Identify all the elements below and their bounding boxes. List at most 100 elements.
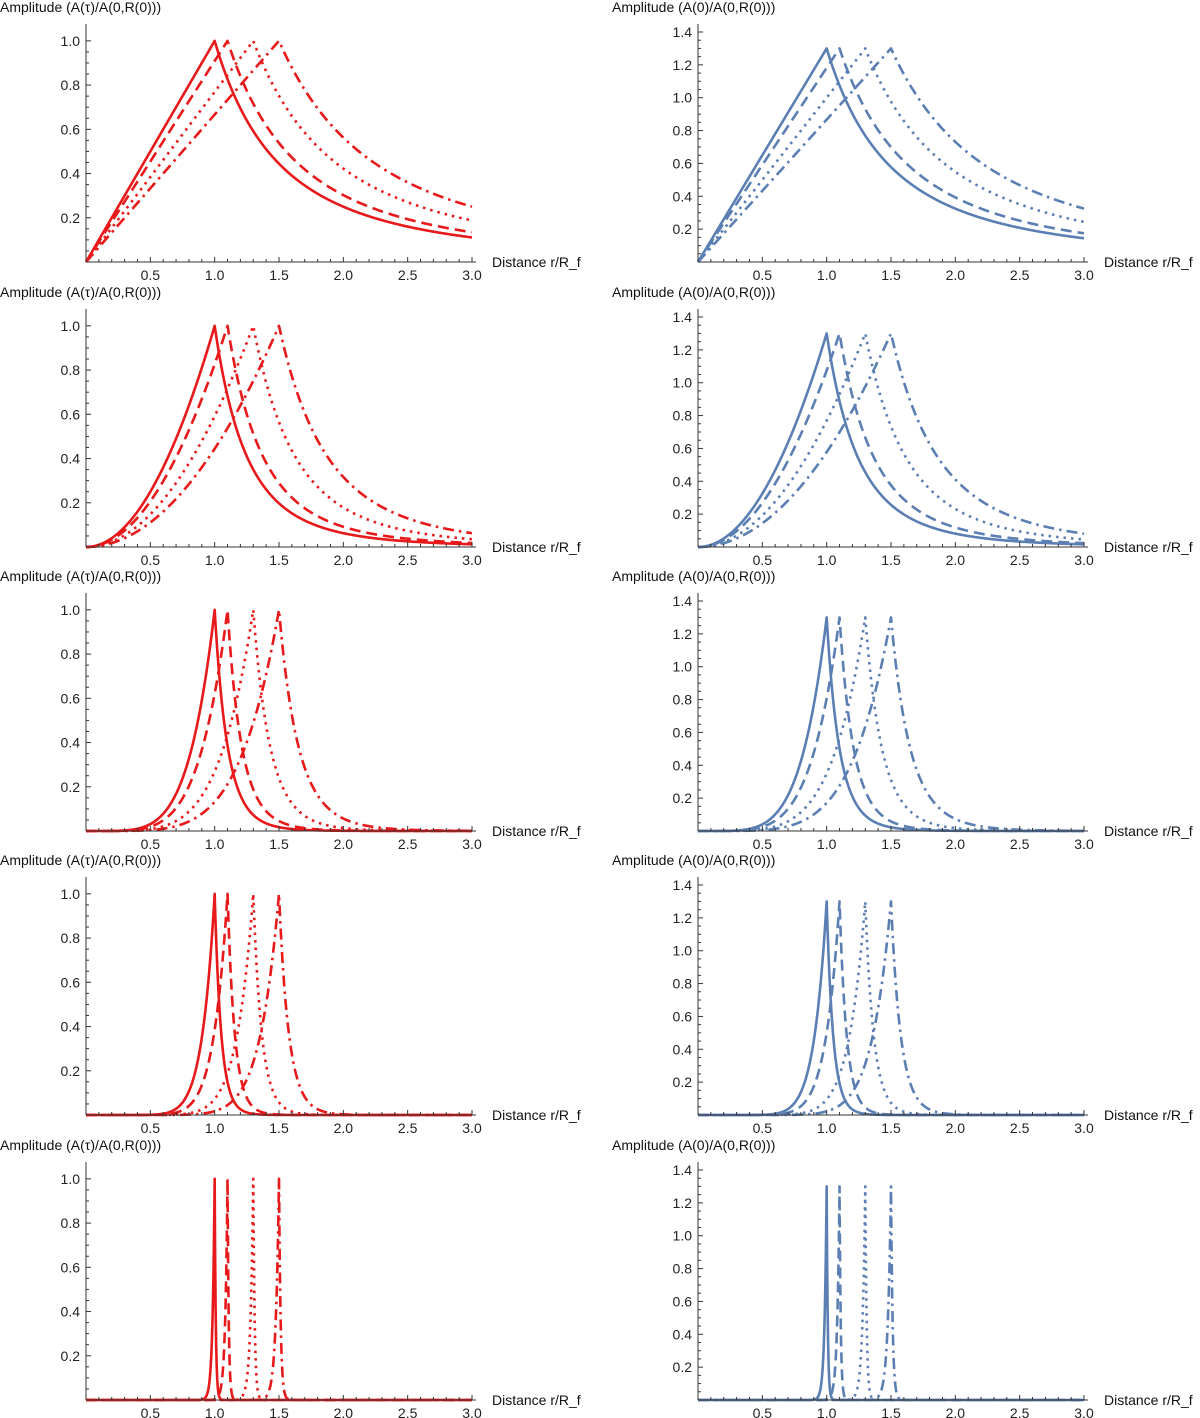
y-tick-label: 0.4: [673, 1326, 693, 1342]
series-line-dashdot: [85, 892, 473, 1117]
y-tick-label: 0.8: [61, 646, 81, 662]
y-tick-label: 1.4: [673, 877, 693, 893]
x-tick-label: 1.0: [817, 1120, 837, 1136]
x-tick-label: 1.0: [205, 552, 225, 568]
chart-panel-7: 0.5 1.0 1.5 2.0 2.5 3.0 0.2 0.4 0.6 0.8 1.0 Amplitu…: [0, 852, 581, 1136]
x-tick-label: 1.5: [881, 1120, 901, 1136]
series-group: [697, 616, 1085, 833]
y-tick-label: 1.4: [673, 309, 693, 325]
y-tick-label: 0.4: [673, 1041, 693, 1057]
y-tick-label: 0.6: [673, 1008, 693, 1024]
y-tick-label: 0.8: [673, 1261, 693, 1277]
series-line-dashed: [85, 324, 473, 549]
y-tick-label: 0.6: [673, 155, 693, 171]
x-tick-label: 0.5: [753, 1405, 773, 1418]
chart-panel-1: 0.5 1.0 1.5 2.0 2.5 3.0 0.2 0.4 0.6 0.8 1.0 Amplitu…: [0, 0, 581, 283]
x-axis-label: Distance r/R_f: [492, 1392, 581, 1408]
x-tick-label: 2.5: [398, 1405, 418, 1418]
series-line-solid: [697, 616, 1085, 833]
x-tick-label: 2.0: [946, 267, 966, 283]
series-group: [85, 892, 473, 1117]
series-line-dotted: [84, 39, 473, 263]
x-axis-label: Distance r/R_f: [492, 254, 581, 270]
series-line-dashed: [697, 900, 1085, 1117]
series-group: [85, 324, 473, 549]
y-axis-label: Amplitude (A(τ)/A(0,R(0))): [0, 284, 161, 300]
y-tick-label: 0.4: [61, 1019, 81, 1035]
y-tick-label: 0.4: [61, 451, 81, 467]
x-tick-label: 0.5: [753, 836, 773, 852]
y-axis-label: Amplitude (A(0)/A(0,R(0))): [612, 852, 775, 868]
y-tick-label: 1.0: [61, 33, 81, 49]
x-axis-label: Distance r/R_f: [1104, 539, 1193, 555]
series-line-dashdot: [85, 324, 473, 549]
chart-panel-3: 0.5 1.0 1.5 2.0 2.5 3.0 0.2 0.4 0.6 0.8 1.0 Amplitu…: [0, 284, 581, 568]
y-tick-label: 0.2: [61, 779, 81, 795]
series-group: [696, 47, 1085, 263]
x-tick-label: 2.0: [334, 267, 354, 283]
series-line-dashed: [84, 39, 473, 263]
x-tick-label: 2.5: [398, 552, 418, 568]
y-tick-label: 1.2: [673, 57, 693, 73]
y-tick-label: 0.4: [61, 1304, 81, 1320]
series-line-dotted: [697, 616, 1085, 833]
series-line-dashed: [696, 47, 1085, 263]
y-tick-label: 0.6: [673, 1293, 693, 1309]
y-tick-label: 1.2: [673, 1195, 693, 1211]
series-line-solid: [85, 892, 473, 1117]
x-tick-label: 3.0: [462, 1405, 482, 1418]
series-line-dotted: [697, 900, 1085, 1117]
y-axis-label: Amplitude (A(τ)/A(0,R(0))): [0, 852, 161, 868]
x-tick-label: 3.0: [1074, 1120, 1094, 1136]
y-tick-label: 1.2: [673, 626, 693, 642]
y-tick-label: 1.0: [61, 886, 81, 902]
series-line-dotted: [85, 892, 473, 1117]
y-tick-label: 1.0: [673, 375, 693, 391]
y-tick-label: 0.8: [61, 930, 81, 946]
x-tick-label: 1.0: [205, 1405, 225, 1418]
x-tick-label: 3.0: [1074, 267, 1094, 283]
x-tick-label: 0.5: [753, 552, 773, 568]
x-tick-label: 0.5: [141, 1120, 161, 1136]
x-tick-label: 1.0: [817, 1405, 837, 1418]
series-line-dashdot: [85, 1177, 473, 1402]
x-tick-label: 1.5: [881, 1405, 901, 1418]
series-line-dashed: [697, 332, 1085, 549]
y-tick-label: 0.2: [673, 1359, 693, 1375]
x-tick-label: 1.5: [881, 552, 901, 568]
series-group: [697, 900, 1085, 1117]
chart-panel-4: 0.5 1.0 1.5 2.0 2.5 3.0 0.2 0.4 0.6 0.8 1.0 1.2 1.4 A…: [612, 284, 1193, 568]
y-tick-label: 0.4: [61, 735, 81, 751]
x-axis-label: Distance r/R_f: [492, 1107, 581, 1123]
series-line-dashed: [85, 892, 473, 1117]
y-tick-label: 0.6: [61, 690, 81, 706]
series-line-solid: [84, 39, 473, 263]
x-tick-label: 2.5: [1010, 1120, 1030, 1136]
series-line-dashdot: [697, 616, 1085, 833]
series-group: [697, 1185, 1085, 1402]
y-tick-label: 0.8: [61, 1215, 81, 1231]
y-tick-label: 0.8: [61, 362, 81, 378]
y-tick-label: 1.2: [673, 342, 693, 358]
x-tick-label: 1.0: [817, 836, 837, 852]
x-tick-label: 2.5: [398, 1120, 418, 1136]
y-axis-label: Amplitude (A(0)/A(0,R(0))): [612, 0, 775, 15]
chart-panel-5: 0.5 1.0 1.5 2.0 2.5 3.0 0.2 0.4 0.6 0.8 1.0 Amplitu…: [0, 568, 581, 852]
series-line-solid: [85, 608, 473, 833]
series-line-solid: [697, 900, 1085, 1117]
x-tick-label: 1.0: [205, 267, 225, 283]
x-tick-label: 3.0: [1074, 836, 1094, 852]
y-tick-label: 0.6: [673, 440, 693, 456]
y-axis-label: Amplitude (A(0)/A(0,R(0))): [612, 568, 775, 584]
chart-panel-9: 0.5 1.0 1.5 2.0 2.5 3.0 0.2 0.4 0.6 0.8 1.0 Amplitu…: [0, 1137, 581, 1418]
series-line-dotted: [697, 332, 1085, 549]
y-tick-label: 0.6: [673, 724, 693, 740]
y-tick-label: 1.0: [61, 602, 81, 618]
y-tick-label: 0.4: [673, 188, 693, 204]
x-tick-label: 1.5: [269, 1405, 289, 1418]
y-tick-label: 0.8: [673, 692, 693, 708]
x-tick-label: 2.5: [398, 267, 418, 283]
x-tick-label: 2.5: [1010, 552, 1030, 568]
x-tick-label: 0.5: [141, 836, 161, 852]
